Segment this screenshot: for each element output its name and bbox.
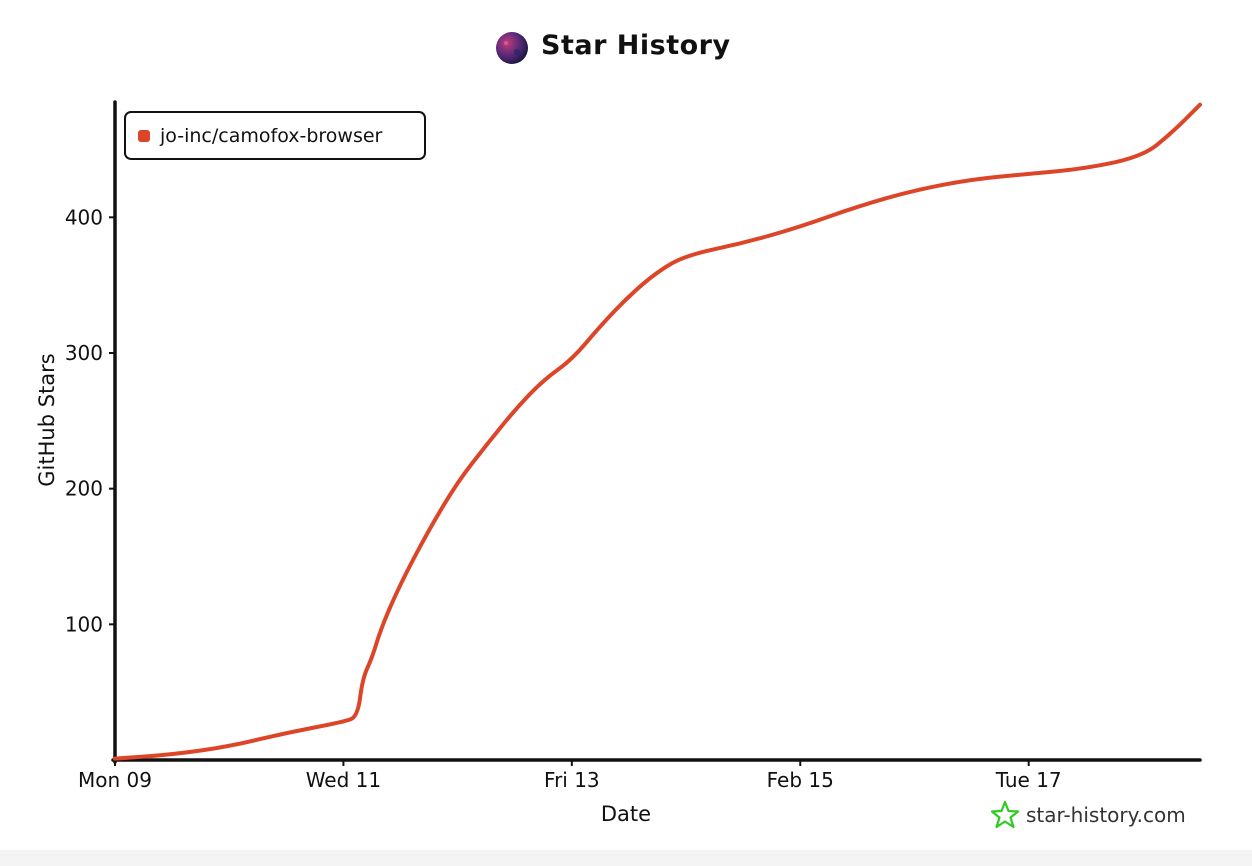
- series-lines: [113, 102, 1202, 761]
- y-tick-label: 400: [65, 205, 103, 229]
- y-tick-label: 100: [65, 612, 103, 636]
- legend-label: jo-inc/camofox-browser: [160, 124, 383, 147]
- chart-header: Star History: [0, 0, 1252, 95]
- watermark-text: star-history.com: [1026, 803, 1186, 827]
- x-axis-title: Date: [601, 802, 651, 826]
- y-axis-ticks: 100 200 300 400: [65, 205, 115, 636]
- x-tick-label: Wed 11: [306, 768, 381, 792]
- page-bottom-strip: [0, 850, 1252, 866]
- y-tick-label: 200: [65, 477, 103, 501]
- chart-legend: jo-inc/camofox-browser: [124, 111, 426, 160]
- chart-title: Star History: [541, 30, 731, 61]
- x-tick-label: Feb 15: [767, 768, 834, 792]
- x-tick-label: Tue 17: [995, 768, 1062, 792]
- y-axis-title: GitHub Stars: [35, 353, 59, 486]
- series-line: [113, 102, 1202, 761]
- x-tick-label: Fri 13: [544, 768, 600, 792]
- axes: [111, 100, 1202, 764]
- planet-logo-icon: [496, 32, 528, 64]
- x-axis-ticks: Mon 09 Wed 11 Fri 13 Feb 15 Tue 17: [78, 760, 1062, 792]
- legend-swatch: [138, 129, 150, 142]
- x-tick-label: Mon 09: [78, 768, 152, 792]
- star-icon: [990, 800, 1020, 829]
- y-tick-label: 300: [65, 341, 103, 365]
- watermark-link[interactable]: star-history.com: [990, 800, 1186, 830]
